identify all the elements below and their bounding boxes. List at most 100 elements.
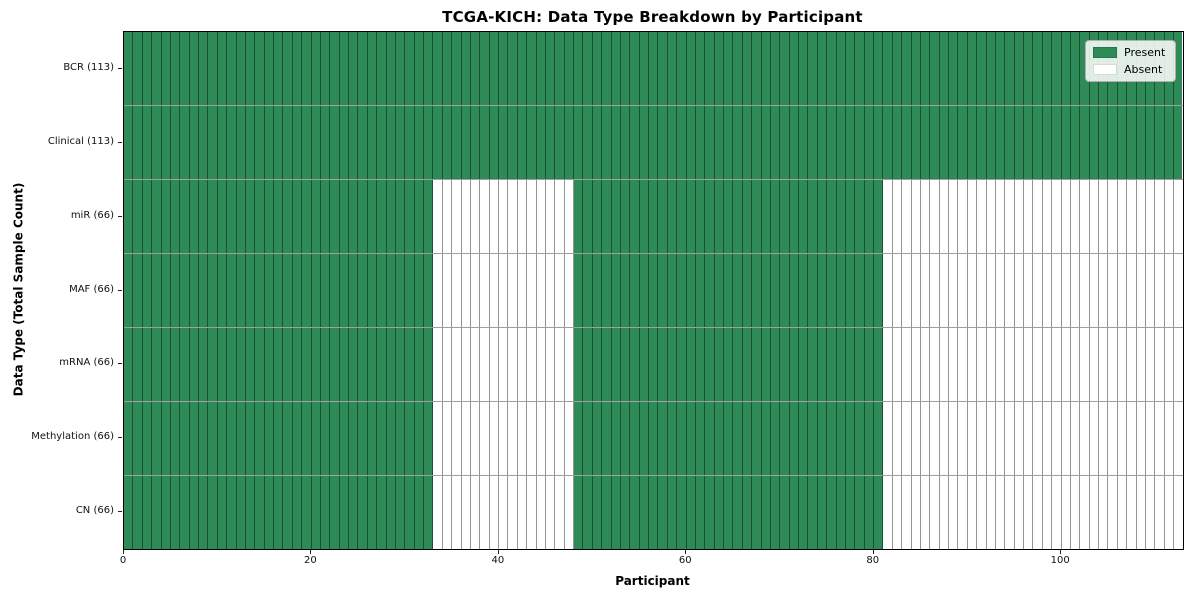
grid-cell-absent bbox=[949, 254, 959, 327]
grid-cell-present bbox=[499, 106, 509, 179]
grid-cell-absent bbox=[967, 476, 978, 549]
grid-cell-present bbox=[274, 32, 284, 105]
grid-cell-present bbox=[124, 180, 134, 253]
grid-cell-absent bbox=[1042, 328, 1053, 401]
grid-cell-present bbox=[995, 106, 1006, 179]
grid-cell-present bbox=[264, 106, 274, 179]
grid-cell-absent bbox=[452, 254, 462, 327]
grid-cell-present bbox=[1024, 32, 1034, 105]
grid-cell-absent bbox=[977, 402, 987, 475]
grid-cell-absent bbox=[1005, 254, 1015, 327]
grid-cell-absent bbox=[461, 180, 471, 253]
grid-cell-absent bbox=[489, 328, 499, 401]
grid-cell-present bbox=[836, 32, 846, 105]
x-tick-mark bbox=[497, 549, 499, 554]
grid-cell-present bbox=[489, 32, 499, 105]
grid-cell-present bbox=[1042, 106, 1053, 179]
grid-cell-present bbox=[761, 254, 771, 327]
grid-cell-absent bbox=[939, 180, 949, 253]
grid-cell-present bbox=[264, 254, 274, 327]
grid-cell-present bbox=[527, 106, 537, 179]
grid-cell-absent bbox=[1174, 476, 1183, 549]
grid-cell-present bbox=[733, 254, 743, 327]
grid-cell-present bbox=[405, 32, 415, 105]
grid-cell-absent bbox=[433, 402, 443, 475]
grid-cell-present bbox=[311, 476, 321, 549]
grid-cell-absent bbox=[555, 254, 565, 327]
grid-cell-present bbox=[199, 402, 209, 475]
grid-cell-absent bbox=[920, 254, 931, 327]
grid-cell-present bbox=[395, 32, 406, 105]
grid-cell-absent bbox=[1052, 476, 1062, 549]
grid-cell-present bbox=[189, 254, 199, 327]
grid-cell-absent bbox=[508, 328, 518, 401]
grid-cell-present bbox=[620, 32, 631, 105]
grid-cell-present bbox=[714, 402, 724, 475]
grid-cell-present bbox=[677, 180, 687, 253]
grid-cell-present bbox=[124, 328, 134, 401]
grid-cell-present bbox=[667, 328, 678, 401]
grid-cell-present bbox=[245, 476, 256, 549]
grid-cell-present bbox=[752, 106, 762, 179]
grid-cell-present bbox=[677, 328, 687, 401]
absent-swatch-icon bbox=[1093, 64, 1117, 75]
grid-cell-absent bbox=[1117, 476, 1128, 549]
y-tick-mark bbox=[118, 511, 122, 513]
grid-cell-absent bbox=[902, 254, 912, 327]
grid-cell-present bbox=[808, 328, 818, 401]
grid-cell-present bbox=[358, 254, 368, 327]
grid-cell-absent bbox=[564, 328, 574, 401]
grid-cell-absent bbox=[470, 180, 481, 253]
grid-cell-present bbox=[1099, 106, 1109, 179]
grid-cell-absent bbox=[527, 180, 537, 253]
grid-cell-present bbox=[377, 106, 387, 179]
grid-cell-absent bbox=[1061, 476, 1071, 549]
grid-cell-present bbox=[705, 106, 715, 179]
grid-cell-present bbox=[611, 476, 621, 549]
grid-cell-present bbox=[583, 476, 593, 549]
grid-cell-present bbox=[170, 254, 181, 327]
grid-cell-absent bbox=[461, 402, 471, 475]
grid-cell-absent bbox=[892, 402, 903, 475]
grid-cell-present bbox=[170, 402, 181, 475]
grid-cell-present bbox=[433, 32, 443, 105]
x-tick-mark bbox=[685, 549, 687, 554]
grid-cell-present bbox=[780, 254, 790, 327]
grid-cell-present bbox=[583, 254, 593, 327]
grid-cell-present bbox=[339, 106, 349, 179]
grid-cell-present bbox=[414, 402, 424, 475]
grid-cell-present bbox=[133, 328, 143, 401]
grid-cell-present bbox=[124, 402, 134, 475]
grid-cell-present bbox=[1005, 106, 1015, 179]
grid-cell-present bbox=[292, 254, 303, 327]
grid-cell-present bbox=[705, 328, 715, 401]
grid-cell-present bbox=[658, 180, 668, 253]
grid-row-mrna bbox=[124, 328, 1183, 402]
legend: Present Absent bbox=[1085, 40, 1176, 82]
grid-cell-absent bbox=[470, 402, 481, 475]
grid-cell-absent bbox=[892, 180, 903, 253]
grid-cell-present bbox=[274, 254, 284, 327]
grid-cell-present bbox=[592, 32, 603, 105]
grid-cell-absent bbox=[527, 254, 537, 327]
grid-cell-present bbox=[1070, 32, 1081, 105]
grid-cell-present bbox=[180, 254, 190, 327]
grid-cell-present bbox=[714, 180, 724, 253]
grid-cell-present bbox=[311, 402, 321, 475]
grid-cell-absent bbox=[545, 328, 556, 401]
grid-cell-absent bbox=[1005, 476, 1015, 549]
grid-cell-present bbox=[611, 106, 621, 179]
grid-cell-absent bbox=[1108, 328, 1118, 401]
grid-cell-present bbox=[611, 32, 621, 105]
grid-cell-present bbox=[864, 476, 874, 549]
grid-cell-present bbox=[658, 402, 668, 475]
grid-cell-absent bbox=[939, 476, 949, 549]
grid-cell-present bbox=[817, 402, 828, 475]
legend-label-absent: Absent bbox=[1124, 63, 1163, 76]
grid-cell-absent bbox=[977, 328, 987, 401]
grid-cell-absent bbox=[967, 180, 978, 253]
grid-cell-absent bbox=[452, 402, 462, 475]
x-axis-label: Participant bbox=[615, 574, 690, 588]
grid-cell-present bbox=[424, 328, 434, 401]
grid-cell-absent bbox=[1145, 180, 1156, 253]
